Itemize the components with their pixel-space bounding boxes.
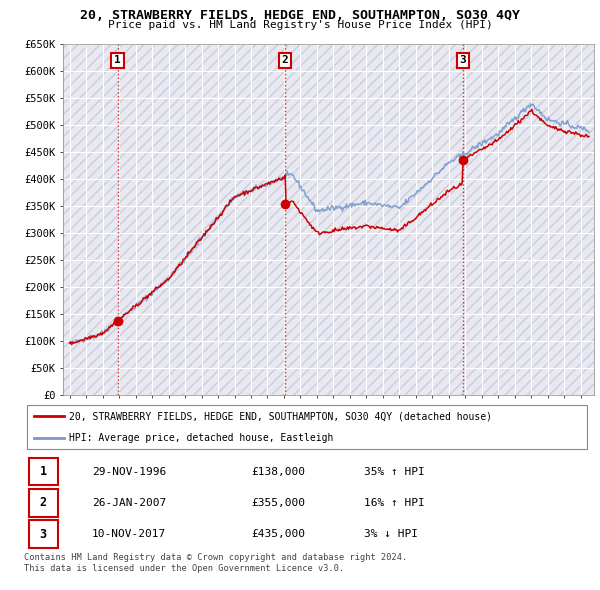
Text: 3: 3 [40, 527, 47, 540]
FancyBboxPatch shape [29, 489, 58, 517]
Text: 20, STRAWBERRY FIELDS, HEDGE END, SOUTHAMPTON, SO30 4QY (detached house): 20, STRAWBERRY FIELDS, HEDGE END, SOUTHA… [70, 411, 493, 421]
FancyBboxPatch shape [27, 405, 587, 450]
Text: 3: 3 [460, 55, 466, 65]
Text: HPI: Average price, detached house, Eastleigh: HPI: Average price, detached house, East… [70, 433, 334, 443]
Text: 29-NOV-1996: 29-NOV-1996 [92, 467, 166, 477]
Text: £435,000: £435,000 [251, 529, 305, 539]
Text: £138,000: £138,000 [251, 467, 305, 477]
Text: 16% ↑ HPI: 16% ↑ HPI [364, 498, 425, 508]
Text: 10-NOV-2017: 10-NOV-2017 [92, 529, 166, 539]
Text: 1: 1 [114, 55, 121, 65]
Text: 20, STRAWBERRY FIELDS, HEDGE END, SOUTHAMPTON, SO30 4QY: 20, STRAWBERRY FIELDS, HEDGE END, SOUTHA… [80, 9, 520, 22]
Text: 26-JAN-2007: 26-JAN-2007 [92, 498, 166, 508]
Text: Contains HM Land Registry data © Crown copyright and database right 2024.
This d: Contains HM Land Registry data © Crown c… [24, 553, 407, 573]
Text: 2: 2 [282, 55, 289, 65]
Text: 2: 2 [40, 496, 47, 510]
Text: £355,000: £355,000 [251, 498, 305, 508]
Text: Price paid vs. HM Land Registry's House Price Index (HPI): Price paid vs. HM Land Registry's House … [107, 20, 493, 30]
FancyBboxPatch shape [29, 520, 58, 548]
Text: 1: 1 [40, 466, 47, 478]
Text: 35% ↑ HPI: 35% ↑ HPI [364, 467, 425, 477]
Text: 3% ↓ HPI: 3% ↓ HPI [364, 529, 418, 539]
FancyBboxPatch shape [29, 458, 58, 486]
